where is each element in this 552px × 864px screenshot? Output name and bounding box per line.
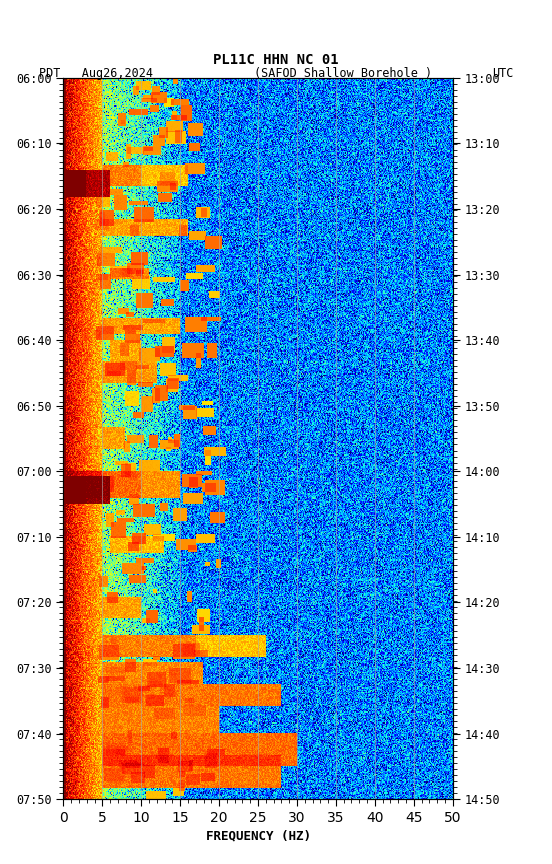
Text: UTC: UTC bbox=[492, 67, 513, 80]
X-axis label: FREQUENCY (HZ): FREQUENCY (HZ) bbox=[205, 829, 311, 842]
Text: PL11C HHN NC 01: PL11C HHN NC 01 bbox=[213, 54, 339, 67]
Text: PDT   Aug26,2024: PDT Aug26,2024 bbox=[39, 67, 153, 80]
Text: (SAFOD Shallow Borehole ): (SAFOD Shallow Borehole ) bbox=[254, 67, 432, 80]
